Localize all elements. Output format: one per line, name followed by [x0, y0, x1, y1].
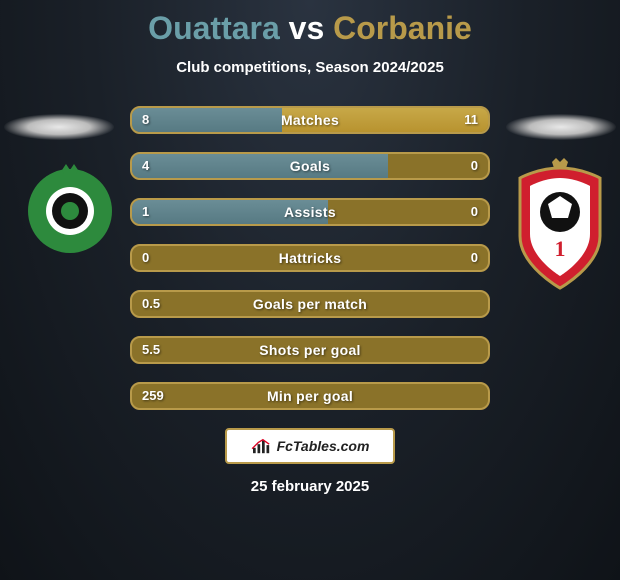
player1-name: Ouattara	[148, 10, 280, 46]
stat-label: Goals	[132, 154, 488, 178]
stat-bar: 259Min per goal	[130, 382, 490, 410]
stat-bar: 5.5Shots per goal	[130, 336, 490, 364]
stat-bar: 811Matches	[130, 106, 490, 134]
barchart-icon	[251, 437, 273, 455]
vs-label: vs	[289, 10, 325, 46]
stat-label: Goals per match	[132, 292, 488, 316]
stat-bar: 0.5Goals per match	[130, 290, 490, 318]
player2-name: Corbanie	[333, 10, 472, 46]
source-badge[interactable]: FcTables.com	[225, 428, 395, 464]
club-crest-left	[20, 156, 120, 256]
comparison-title: Ouattara vs Corbanie	[0, 0, 620, 47]
stat-label: Hattricks	[132, 246, 488, 270]
content-area: 1 811Matches 40Goals 10Assists 00Hattricks 0…	[0, 96, 620, 495]
stat-label: Assists	[132, 200, 488, 224]
shadow-left	[4, 114, 114, 140]
stat-label: Shots per goal	[132, 338, 488, 362]
stat-bar: 40Goals	[130, 152, 490, 180]
club-crest-right: 1	[510, 156, 610, 296]
date-label: 25 february 2025	[0, 478, 620, 495]
stat-bar: 00Hattricks	[130, 244, 490, 272]
crest-left-center	[61, 202, 79, 220]
shadow-right	[506, 114, 616, 140]
shield-number: 1	[555, 236, 566, 261]
subtitle: Club competitions, Season 2024/2025	[0, 59, 620, 76]
stat-bar: 10Assists	[130, 198, 490, 226]
source-label: FcTables.com	[277, 438, 370, 454]
stat-bars: 811Matches 40Goals 10Assists 00Hattricks 0.5…	[130, 96, 490, 410]
stat-label: Min per goal	[132, 384, 488, 408]
stat-label: Matches	[132, 108, 488, 132]
